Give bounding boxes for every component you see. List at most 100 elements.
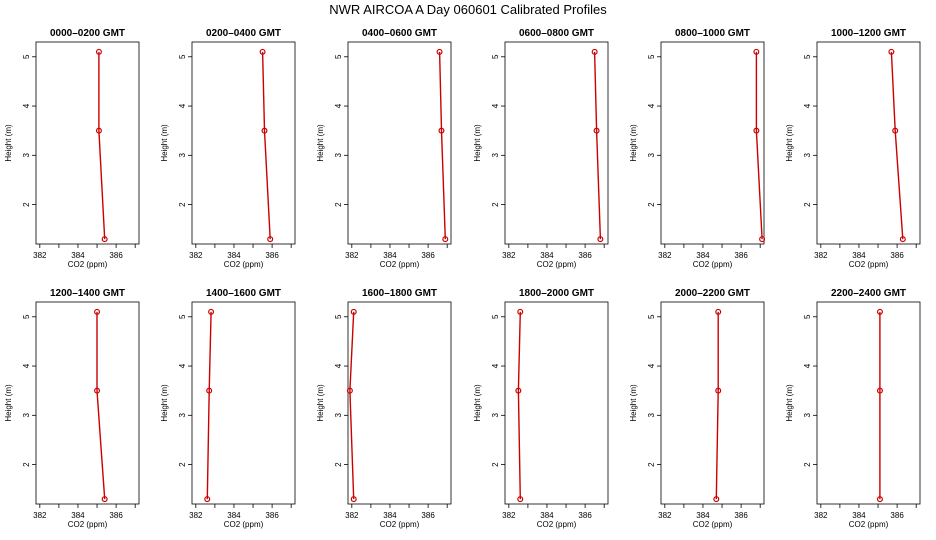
x-tick-label: 386: [109, 511, 123, 520]
y-tick-label: 4: [334, 103, 343, 108]
data-point: [436, 48, 443, 55]
x-tick-label: 386: [578, 251, 592, 260]
data-point: [101, 496, 108, 503]
plot-frame: [347, 301, 452, 505]
y-tick-label: 4: [334, 363, 343, 368]
data-point: [899, 236, 906, 243]
x-axis-label: CO2 (ppm): [224, 260, 264, 269]
x-tick-label: 384: [227, 511, 241, 520]
y-tick-label: 3: [178, 413, 187, 418]
x-tick-label: 384: [383, 511, 397, 520]
figure-title: NWR AIRCOA A Day 060601 Calibrated Profi…: [329, 2, 607, 17]
plot-frame: [660, 301, 765, 505]
x-tick-label: 386: [265, 251, 279, 260]
y-tick-label: 5: [491, 54, 500, 59]
profile-line: [890, 51, 904, 240]
x-tick-label: 382: [33, 511, 47, 520]
panel-3: 0400–0600 GMT 382 384 386 2 3 4 5 CO2 (ppm) Heigh…: [316, 28, 452, 269]
y-axis-label: Height (m): [316, 384, 325, 422]
y-tick-label: 2: [647, 462, 656, 467]
plot-frame: [660, 41, 765, 245]
y-tick-label: 5: [178, 314, 187, 319]
x-tick-label: 382: [189, 251, 203, 260]
data-point: [888, 48, 895, 55]
y-tick-label: 3: [491, 153, 500, 158]
panel-title: 1800–2000 GMT: [519, 288, 594, 299]
y-axis-label: Height (m): [785, 124, 794, 162]
y-tick-label: 3: [22, 413, 31, 418]
data-point: [95, 127, 102, 134]
panel-title: 0600–0800 GMT: [519, 28, 594, 39]
x-tick-label: 382: [189, 511, 203, 520]
x-axis-label: CO2 (ppm): [849, 260, 889, 269]
plot-frame: [347, 41, 452, 245]
x-tick-label: 386: [890, 511, 904, 520]
plot-frame: [816, 301, 921, 505]
y-tick-label: 4: [803, 363, 812, 368]
x-tick-label: 384: [540, 251, 554, 260]
x-tick-label: 382: [502, 251, 516, 260]
data-point: [515, 387, 522, 394]
y-tick-label: 5: [22, 314, 31, 319]
x-tick-label: 386: [109, 251, 123, 260]
panel-title: 0200–0400 GMT: [206, 28, 281, 39]
y-tick-label: 2: [647, 202, 656, 207]
panel-title: 1400–1600 GMT: [206, 288, 281, 299]
y-tick-label: 2: [491, 462, 500, 467]
y-tick-label: 5: [334, 54, 343, 59]
panel-6: 1000–1200 GMT 382 384 386 2 3 4 5 CO2 (ppm) Heigh…: [785, 28, 921, 269]
y-tick-label: 4: [647, 103, 656, 108]
y-axis-label: Height (m): [629, 124, 638, 162]
plot-frame: [35, 301, 140, 505]
panel-2: 0200–0400 GMT 382 384 386 2 3 4 5 CO2 (ppm) Heigh…: [160, 28, 296, 269]
data-point: [261, 127, 268, 134]
data-point: [267, 236, 274, 243]
data-point: [759, 236, 766, 243]
panel-title: 0400–0600 GMT: [362, 28, 437, 39]
plot-frame: [191, 301, 296, 505]
data-point: [753, 48, 760, 55]
x-tick-label: 384: [71, 251, 85, 260]
panel-title: 0800–1000 GMT: [675, 28, 750, 39]
plot-frame: [35, 41, 140, 245]
x-tick-label: 386: [421, 251, 435, 260]
y-tick-label: 5: [334, 314, 343, 319]
data-point: [94, 387, 101, 394]
x-axis-label: CO2 (ppm): [693, 260, 733, 269]
y-axis-label: Height (m): [316, 124, 325, 162]
y-axis-label: Height (m): [473, 384, 482, 422]
x-tick-label: 382: [658, 511, 672, 520]
plot-frame: [816, 41, 921, 245]
panel-8: 1400–1600 GMT 382 384 386 2 3 4 5 CO2 (ppm) Heigh…: [160, 288, 296, 529]
y-tick-label: 5: [491, 314, 500, 319]
y-tick-label: 5: [647, 314, 656, 319]
x-tick-label: 384: [383, 251, 397, 260]
x-tick-label: 382: [33, 251, 47, 260]
plot-frame: [191, 41, 296, 245]
x-axis-label: CO2 (ppm): [537, 260, 577, 269]
data-point: [591, 48, 598, 55]
y-tick-label: 2: [22, 202, 31, 207]
profile-line: [517, 311, 521, 500]
plot-frame: [504, 41, 609, 245]
x-tick-label: 382: [345, 511, 359, 520]
y-tick-label: 2: [803, 462, 812, 467]
data-point: [350, 308, 357, 315]
y-tick-label: 3: [334, 413, 343, 418]
y-tick-label: 3: [647, 153, 656, 158]
data-point: [753, 127, 760, 134]
y-tick-label: 5: [178, 54, 187, 59]
profile-line: [593, 51, 602, 240]
y-tick-label: 5: [22, 54, 31, 59]
x-tick-label: 386: [734, 251, 748, 260]
panel-title: 1200–1400 GMT: [50, 288, 125, 299]
plot-frame: [504, 301, 609, 505]
data-point: [101, 236, 108, 243]
data-point: [438, 127, 445, 134]
x-axis-label: CO2 (ppm): [224, 520, 264, 529]
data-point: [208, 308, 215, 315]
y-tick-label: 3: [803, 413, 812, 418]
y-tick-label: 4: [491, 363, 500, 368]
x-tick-label: 382: [502, 511, 516, 520]
